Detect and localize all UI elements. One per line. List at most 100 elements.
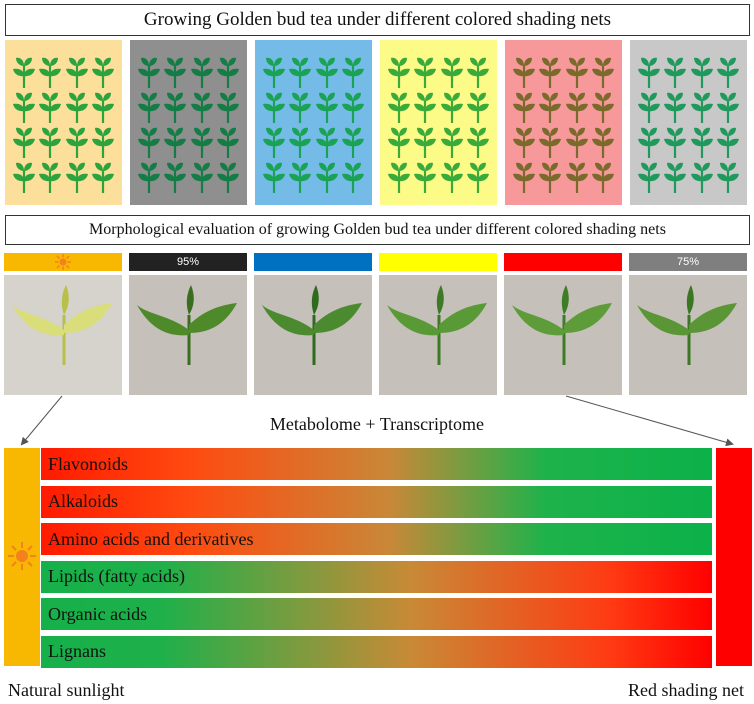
seedling-icon: [388, 92, 410, 123]
shade-percent-label: 75%: [676, 256, 700, 268]
seedling-icon: [388, 162, 410, 193]
seedling-icon: [138, 92, 160, 123]
shading-panel-2: [130, 40, 247, 205]
seedling-icon: [414, 57, 437, 88]
treatment-bar-2: 95%: [129, 253, 247, 271]
metabolite-label: Lipids (fatty acids): [48, 566, 185, 586]
seedling-icon: [513, 92, 535, 123]
seedling-icon: [164, 162, 187, 193]
seedling-icon: [440, 57, 463, 88]
seedling-icon: [91, 162, 114, 193]
shading-panel-3: [255, 40, 372, 205]
leaf-photo-6: [629, 275, 747, 395]
seedling-icon: [91, 92, 114, 123]
seedling-icon: [414, 162, 437, 193]
seedling-icon: [565, 127, 588, 158]
seedling-icon: [513, 127, 535, 158]
seedling-icon: [388, 57, 410, 88]
seedling-icon: [716, 162, 739, 193]
metabolite-bar-2: Alkaloids: [41, 485, 712, 518]
red-shading-net-label: Red shading net: [628, 680, 744, 700]
seedling-icon: [440, 162, 463, 193]
seedling-icon: [13, 92, 35, 123]
seedling-icon: [690, 92, 713, 123]
metabolite-bar-3: Amino acids and derivatives: [41, 523, 712, 555]
seedling-icon: [716, 127, 739, 158]
seedling-icon: [716, 57, 739, 88]
seedling-icon: [164, 127, 187, 158]
seedling-icon: [263, 162, 285, 193]
seedling-icon: [263, 127, 285, 158]
seedling-icon: [164, 92, 187, 123]
seedling-icon: [263, 57, 285, 88]
metabolite-label: Lignans: [48, 641, 106, 661]
seedling-icon: [466, 92, 489, 123]
seedling-icon: [565, 57, 588, 88]
seedling-icon: [591, 57, 614, 88]
seedling-icon: [289, 57, 312, 88]
top-title: Growing Golden bud tea under different c…: [5, 4, 750, 36]
seedling-icon: [664, 127, 687, 158]
seedling-icon: [539, 57, 562, 88]
seedling-icon: [638, 127, 660, 158]
tea-leaf-icon: [4, 275, 122, 395]
seedling-icon: [539, 92, 562, 123]
tea-leaf-icon: [129, 275, 247, 395]
red-shading-net-bar: [716, 448, 752, 666]
seedling-icon: [190, 57, 213, 88]
seedling-icon: [39, 57, 62, 88]
seedling-icon: [216, 162, 239, 193]
seedling-icon: [591, 162, 614, 193]
seedling-icon: [341, 127, 364, 158]
leaf-photo-4: [379, 275, 497, 395]
seedling-icon: [263, 92, 285, 123]
seedling-icon: [690, 57, 713, 88]
seedling-icon: [65, 127, 88, 158]
treatment-bar-4: [379, 253, 497, 271]
leaf-photo-2: [129, 275, 247, 395]
seedling-icon: [341, 92, 364, 123]
tea-leaf-icon: [254, 275, 372, 395]
metabolite-label: Flavonoids: [48, 453, 129, 474]
natural-sunlight-label: Natural sunlight: [8, 680, 125, 700]
seedling-icon: [591, 127, 614, 158]
seedling-icon: [414, 127, 437, 158]
seedling-icon: [289, 92, 312, 123]
seedling-icon: [341, 162, 364, 193]
seedling-icon: [190, 92, 213, 123]
plant-grid: [386, 54, 491, 194]
leaf-photo-5: [504, 275, 622, 395]
shade-percent-label: 95%: [176, 256, 200, 268]
metabolite-label: Alkaloids: [48, 491, 118, 511]
seedling-icon: [466, 127, 489, 158]
metabolite-label: Amino acids and derivatives: [48, 528, 254, 549]
seedling-icon: [190, 162, 213, 193]
seedling-icon: [13, 162, 35, 193]
seedling-icon: [65, 92, 88, 123]
sun-icon: [8, 542, 36, 570]
plant-grid: [261, 54, 366, 194]
seedling-icon: [716, 92, 739, 123]
seedling-icon: [289, 162, 312, 193]
seedling-icon: [565, 92, 588, 123]
seedling-icon: [315, 57, 338, 88]
seedling-icon: [664, 57, 687, 88]
shading-panel-1: [5, 40, 122, 205]
treatment-bar-5: [504, 253, 622, 271]
treatment-bar-3: [254, 253, 372, 271]
seedling-icon: [513, 57, 535, 88]
seedling-icon: [39, 127, 62, 158]
seedling-icon: [39, 92, 62, 123]
metabolite-bar-6: Lignans: [41, 635, 712, 668]
seedling-icon: [414, 92, 437, 123]
seedling-icon: [13, 57, 35, 88]
seedling-icon: [341, 57, 364, 88]
seedling-icon: [539, 127, 562, 158]
shading-panel-6: [630, 40, 747, 205]
metabolite-bar-1: Flavonoids: [41, 448, 712, 480]
seedling-icon: [315, 92, 338, 123]
seedling-icon: [388, 127, 410, 158]
leaf-photo-3: [254, 275, 372, 395]
seedling-icon: [315, 127, 338, 158]
metabolite-bar-5: Organic acids: [41, 598, 712, 630]
